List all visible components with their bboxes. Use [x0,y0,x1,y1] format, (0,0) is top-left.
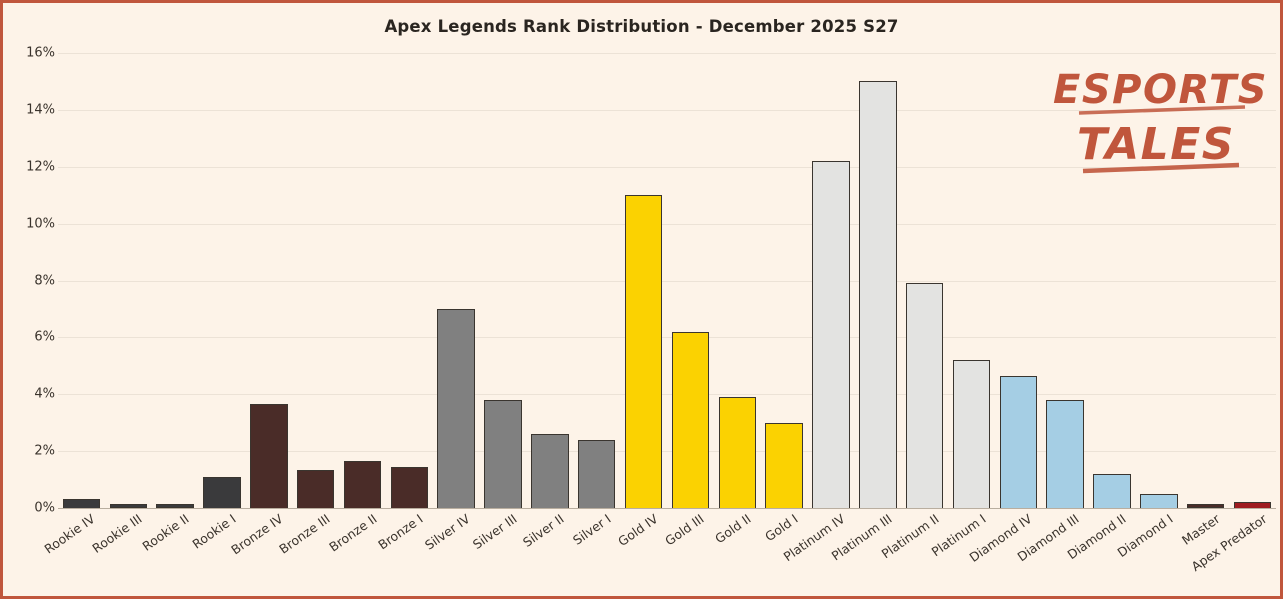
gridline [58,166,1276,168]
bar-silver-iv [437,308,475,508]
bar-bronze-iv [250,404,288,508]
bar-gold-i [765,422,803,508]
bar-apex-predator [1233,502,1272,508]
y-axis-tick-label: 8% [34,273,55,288]
bar-rookie-i [203,476,241,508]
bar-platinum-iv [812,161,850,508]
y-axis-tick-label: 16% [26,45,55,61]
gridline [58,508,1276,509]
x-axis-tick-text: Gold I [762,511,801,545]
bar-platinum-i [952,360,991,508]
bar-diamond-iv [999,375,1038,508]
bar-gold-ii [718,397,756,508]
bar-silver-i [577,439,616,508]
bar-silver-ii [531,434,569,508]
y-axis-tick-label: 10% [26,216,55,232]
bar-rookie-ii [156,504,194,508]
gridline [58,223,1276,225]
x-axis-tick-text: Gold II [712,511,754,547]
gridline [58,280,1276,282]
y-axis-tick-label: 14% [26,102,55,118]
bar-gold-iv [624,195,663,508]
y-axis-tick-label: 0% [34,500,55,516]
bar-master [1186,504,1225,508]
y-axis-tick-label: 6% [34,329,55,345]
gridline [58,109,1276,111]
x-axis-tick-text: Rookie IV [41,511,99,557]
bar-gold-iii [671,331,710,508]
y-axis-tick-label: 2% [34,443,55,459]
gridline [58,53,1276,54]
bar-diamond-i [1140,494,1178,508]
y-axis-tick-label: 12% [26,159,55,175]
bar-rookie-iv [62,499,101,508]
plot-area [58,53,1276,509]
x-axis-labels: Rookie IV Rookie III Rookie II Rookie I Bron… [42,511,1276,596]
bar-diamond-iii [1046,399,1084,508]
bar-bronze-i [390,466,429,508]
gridline [58,394,1276,396]
chart-title: Apex Legends Rank Distribution - Decembe… [384,17,899,36]
bar-bronze-ii [343,461,382,508]
bar-platinum-ii [905,283,944,508]
y-axis-tick-label: 4% [34,386,55,402]
gridline [58,451,1276,453]
bar-bronze-iii [296,469,335,508]
bar-diamond-ii [1093,474,1131,508]
gridline [58,337,1276,339]
bar-platinum-iii [859,81,897,508]
bar-rookie-iii [109,504,147,508]
y-axis: 0% 2% 4% 6% 8% 10% 12% 14% 16% [3,46,55,516]
bar-silver-iii [484,399,522,508]
